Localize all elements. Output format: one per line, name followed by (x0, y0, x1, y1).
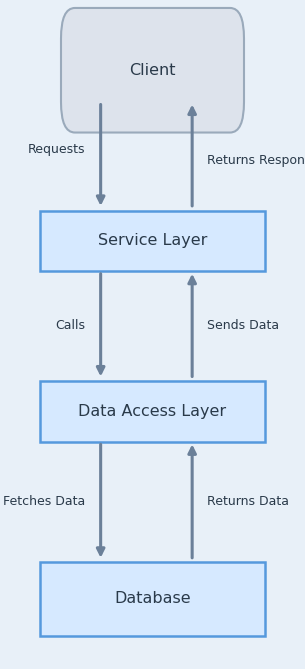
Text: Returns Data: Returns Data (207, 494, 289, 508)
Text: Requests: Requests (28, 143, 85, 157)
FancyBboxPatch shape (61, 8, 244, 132)
FancyBboxPatch shape (40, 562, 265, 636)
FancyBboxPatch shape (40, 211, 265, 271)
Text: Client: Client (129, 63, 176, 78)
FancyBboxPatch shape (40, 381, 265, 442)
Text: Calls: Calls (56, 318, 85, 332)
Text: Sends Data: Sends Data (207, 318, 279, 332)
Text: Data Access Layer: Data Access Layer (78, 404, 227, 419)
Text: Service Layer: Service Layer (98, 233, 207, 248)
Text: Returns Response: Returns Response (207, 154, 305, 167)
Text: Fetches Data: Fetches Data (3, 494, 85, 508)
Text: Database: Database (114, 591, 191, 606)
